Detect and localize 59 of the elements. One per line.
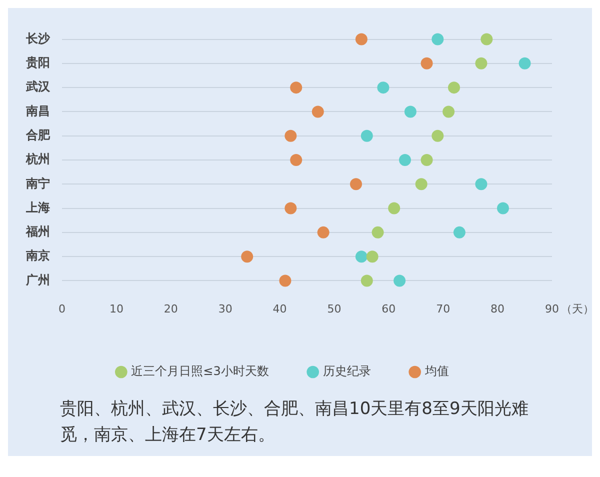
y-tick-label: 武汉 xyxy=(25,80,51,94)
x-tick-label: 90 xyxy=(545,302,559,316)
x-axis-title: （天） xyxy=(561,302,594,316)
legend-label: 均值 xyxy=(424,364,449,378)
point xyxy=(432,130,444,142)
point xyxy=(290,82,302,94)
point xyxy=(420,57,433,70)
legend-label: 近三个月日照≤3小时天数 xyxy=(131,364,269,378)
point xyxy=(448,82,460,94)
point xyxy=(475,178,488,190)
y-tick-label: 南昌 xyxy=(25,104,50,118)
point xyxy=(284,202,297,214)
point xyxy=(360,274,373,287)
y-tick-label: 贵阳 xyxy=(25,56,50,70)
point xyxy=(241,250,254,263)
point xyxy=(388,202,400,214)
x-tick-label: 30 xyxy=(218,302,232,316)
point xyxy=(399,154,411,166)
x-tick-label: 50 xyxy=(327,302,342,316)
point xyxy=(394,274,406,287)
point xyxy=(377,82,390,94)
point xyxy=(453,226,466,238)
point xyxy=(312,106,324,118)
x-tick-label: 60 xyxy=(382,302,396,316)
y-tick-label: 南宁 xyxy=(25,176,50,190)
point xyxy=(284,130,297,142)
x-tick-label: 70 xyxy=(436,302,450,316)
point xyxy=(404,106,416,118)
x-tick-label: 20 xyxy=(164,302,178,316)
y-tick-label: 杭州 xyxy=(25,152,50,166)
point xyxy=(432,33,444,46)
text: 贵阳、杭州、武汉、长沙、合肥、南昌10天里有8至9天阳光难觅，南京、上海在7天左右。 xyxy=(59,398,530,447)
point xyxy=(475,57,488,70)
point xyxy=(442,106,455,118)
point xyxy=(372,226,384,238)
point xyxy=(360,130,373,142)
point xyxy=(480,33,493,46)
point xyxy=(355,33,368,46)
point xyxy=(279,274,292,287)
point xyxy=(350,178,362,190)
y-tick-label: 广州 xyxy=(25,272,50,287)
point xyxy=(497,202,509,214)
x-tick-label: 10 xyxy=(109,302,124,316)
point xyxy=(518,57,531,70)
y-tick-label: 上海 xyxy=(25,200,50,214)
point xyxy=(415,178,428,190)
x-tick-label: 0 xyxy=(58,302,66,316)
point xyxy=(355,250,368,263)
y-tick-label: 南京 xyxy=(25,248,50,263)
y-tick-label: 福州 xyxy=(25,224,50,239)
point xyxy=(317,226,330,238)
point xyxy=(420,154,433,166)
x-tick-label: 40 xyxy=(272,302,287,316)
y-tick-label: 合肥 xyxy=(25,128,51,142)
point xyxy=(290,154,302,166)
legend-label: 历史纪录 xyxy=(322,364,371,378)
point xyxy=(366,250,378,263)
y-tick-label: 长沙 xyxy=(25,31,51,46)
x-tick-label: 80 xyxy=(490,302,505,316)
